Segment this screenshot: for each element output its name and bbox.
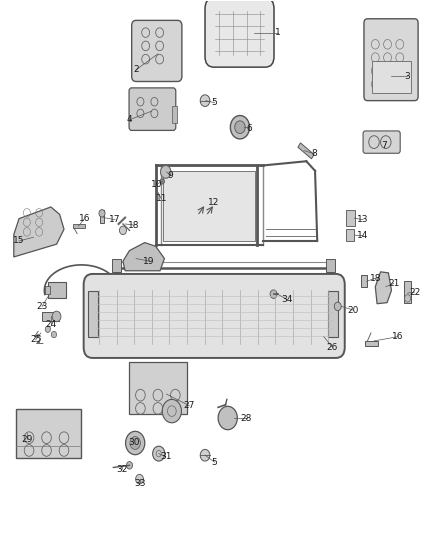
FancyBboxPatch shape	[84, 274, 345, 358]
Text: 2: 2	[133, 66, 139, 74]
Circle shape	[133, 250, 147, 267]
Text: 8: 8	[311, 149, 317, 158]
Circle shape	[51, 332, 57, 338]
Bar	[172, 106, 177, 123]
Text: 7: 7	[381, 141, 387, 150]
Polygon shape	[375, 272, 392, 304]
Text: 34: 34	[282, 295, 293, 304]
Text: 32: 32	[117, 465, 128, 474]
Circle shape	[160, 179, 164, 184]
Circle shape	[120, 226, 127, 235]
Circle shape	[160, 165, 171, 178]
Text: 9: 9	[167, 171, 173, 180]
Bar	[404, 281, 411, 303]
Text: 15: 15	[13, 237, 25, 246]
FancyBboxPatch shape	[364, 19, 418, 101]
Bar	[48, 282, 66, 298]
Bar	[346, 229, 354, 241]
Bar	[298, 143, 314, 159]
Bar	[42, 312, 59, 321]
Circle shape	[152, 446, 165, 461]
Text: 19: 19	[143, 257, 155, 265]
Circle shape	[127, 462, 133, 469]
Text: 6: 6	[247, 124, 252, 133]
Bar	[346, 210, 355, 226]
Circle shape	[130, 437, 141, 449]
Text: 16: 16	[392, 332, 404, 341]
Text: 5: 5	[212, 98, 218, 107]
FancyBboxPatch shape	[129, 88, 176, 131]
Circle shape	[162, 399, 181, 423]
Bar	[163, 171, 255, 241]
Bar	[365, 341, 378, 346]
Text: 14: 14	[357, 231, 369, 240]
Text: 29: 29	[21, 435, 32, 444]
Text: 31: 31	[160, 453, 172, 462]
Circle shape	[200, 95, 210, 107]
Text: 18: 18	[128, 221, 140, 230]
Bar	[100, 209, 104, 223]
Bar	[112, 259, 121, 272]
Text: 11: 11	[155, 195, 167, 204]
Bar	[73, 224, 85, 228]
Bar	[361, 275, 367, 287]
Text: 18: 18	[370, 273, 381, 282]
Text: 27: 27	[184, 401, 195, 410]
Bar	[88, 292, 98, 337]
Circle shape	[200, 449, 210, 461]
Text: 23: 23	[36, 302, 48, 311]
Text: 24: 24	[45, 320, 57, 329]
Text: 5: 5	[212, 458, 218, 466]
Bar	[328, 292, 338, 337]
Text: 22: 22	[409, 287, 420, 296]
Circle shape	[334, 302, 341, 311]
FancyBboxPatch shape	[363, 131, 400, 154]
Bar	[16, 409, 81, 458]
Polygon shape	[123, 243, 164, 271]
Circle shape	[99, 209, 105, 217]
Circle shape	[137, 274, 143, 282]
Text: 1: 1	[275, 28, 281, 37]
Text: 16: 16	[79, 214, 90, 223]
FancyBboxPatch shape	[132, 20, 182, 82]
Bar	[130, 362, 187, 414]
Polygon shape	[14, 207, 64, 257]
Circle shape	[230, 116, 250, 139]
Circle shape	[136, 474, 144, 484]
Text: 28: 28	[241, 414, 252, 423]
Circle shape	[235, 121, 245, 134]
Circle shape	[270, 290, 277, 298]
Circle shape	[218, 406, 237, 430]
Text: 10: 10	[151, 180, 163, 189]
Circle shape	[126, 431, 145, 455]
Text: 13: 13	[357, 215, 369, 224]
Circle shape	[45, 326, 50, 333]
Bar	[372, 61, 411, 93]
Text: 21: 21	[388, 279, 399, 288]
Text: 33: 33	[134, 479, 145, 488]
Text: 12: 12	[208, 198, 219, 207]
Bar	[45, 286, 50, 294]
Bar	[326, 259, 335, 272]
Text: 25: 25	[30, 335, 41, 344]
Text: 4: 4	[127, 115, 132, 124]
Text: 20: 20	[348, 305, 359, 314]
Text: 3: 3	[404, 71, 410, 80]
Text: 30: 30	[128, 439, 140, 448]
Text: 26: 26	[327, 343, 338, 352]
Text: 17: 17	[110, 215, 121, 224]
FancyBboxPatch shape	[205, 0, 274, 67]
Circle shape	[52, 311, 61, 322]
